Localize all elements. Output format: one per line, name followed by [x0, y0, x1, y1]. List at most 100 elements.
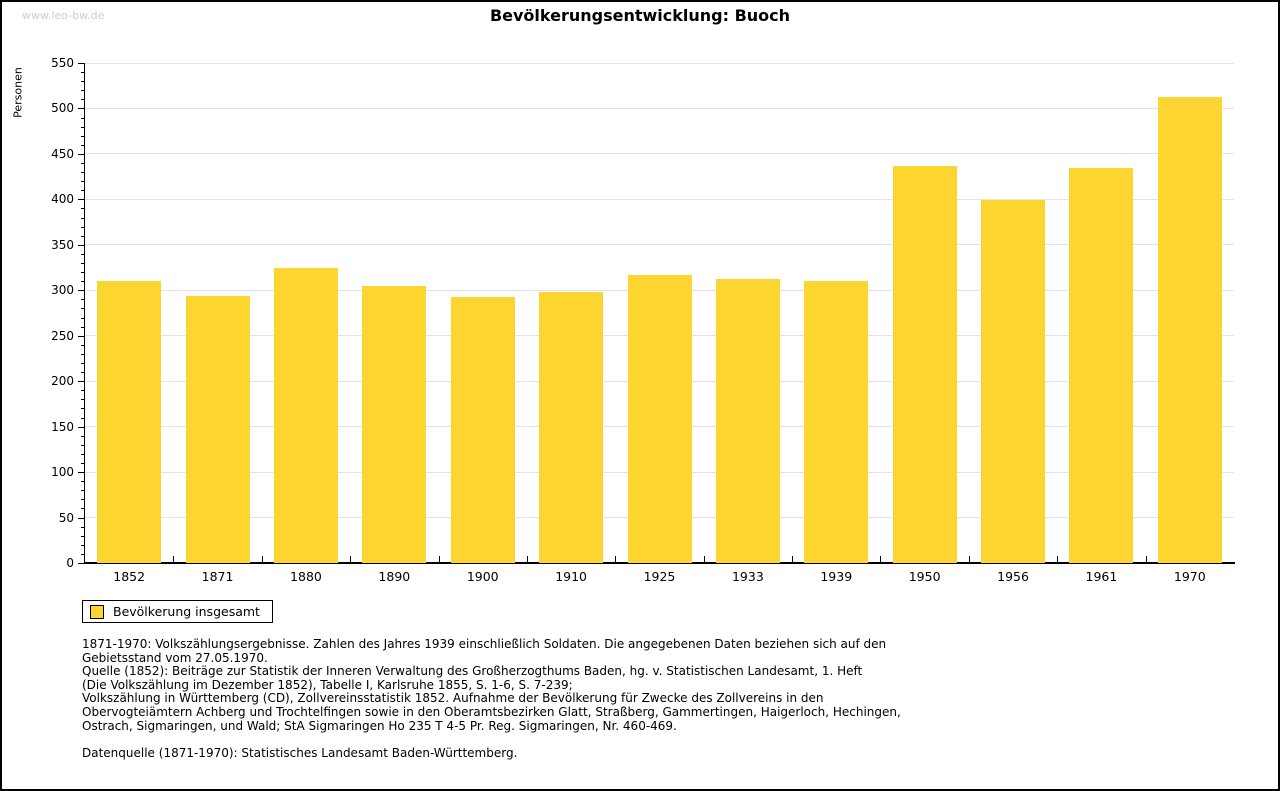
watermark: www.leo-bw.de — [22, 9, 105, 22]
y-axis-minor-tick — [81, 353, 85, 355]
y-axis-minor-tick — [81, 144, 85, 146]
y-axis-minor-tick — [81, 408, 85, 410]
x-tick-label: 1900 — [466, 569, 499, 584]
y-axis-minor-tick — [81, 317, 85, 319]
bar — [627, 274, 692, 563]
source-line: Ostrach, Sigmaringen, und Wald; StA Sigm… — [82, 718, 677, 733]
y-axis-minor-tick — [81, 253, 85, 255]
y-axis-title: Personen — [11, 67, 25, 118]
y-axis-minor-tick — [81, 535, 85, 537]
bar — [715, 279, 780, 563]
y-axis-minor-tick — [81, 553, 85, 555]
category-boundary-tick — [1057, 556, 1059, 562]
bar — [804, 281, 869, 563]
category-boundary-tick — [968, 556, 970, 562]
footnotes: 1871-1970: Volkszählungsergebnisse. Zahl… — [82, 637, 1232, 761]
y-axis-minor-tick — [81, 181, 85, 183]
y-axis-minor-tick — [81, 499, 85, 501]
source-line: Obervogteiämtern Achberg und Trochtelfin… — [82, 704, 901, 719]
x-tick-label: 1970 — [1173, 569, 1206, 584]
y-axis-major-tick — [78, 290, 85, 292]
y-axis-minor-tick — [81, 163, 85, 164]
category-boundary-tick — [261, 556, 263, 562]
y-axis-major-tick — [78, 426, 85, 428]
y-axis-major-tick — [78, 63, 85, 64]
y-axis-major-tick — [78, 381, 85, 383]
y-tick-label: 500 — [51, 101, 74, 116]
y-tick-label: 100 — [51, 465, 74, 480]
category-boundary-tick — [526, 556, 528, 562]
x-tick-label: 1871 — [201, 569, 234, 584]
y-axis-minor-tick — [81, 208, 85, 210]
y-axis-minor-tick — [81, 72, 85, 74]
gridline — [85, 198, 1234, 200]
plot-area — [85, 62, 1234, 563]
x-tick-label: 1961 — [1085, 569, 1118, 584]
y-axis-minor-tick — [81, 417, 85, 419]
gridline — [85, 244, 1234, 246]
y-tick-label: 550 — [51, 56, 74, 70]
y-axis-minor-tick — [81, 226, 85, 228]
y-axis-minor-tick — [81, 308, 85, 310]
y-tick-label: 300 — [51, 283, 74, 298]
gridline — [85, 62, 1234, 64]
y-axis-minor-tick — [81, 135, 85, 137]
bar — [1069, 168, 1134, 563]
y-axis-minor-tick — [81, 399, 85, 401]
bar — [97, 281, 162, 563]
y-tick-label: 400 — [51, 192, 74, 207]
x-tick-label: 1939 — [820, 569, 853, 584]
y-axis-minor-tick — [81, 481, 85, 483]
y-axis-minor-tick — [81, 453, 85, 455]
y-tick-label: 50 — [58, 510, 74, 525]
source-line: Quelle (1852): Beiträge zur Statistik de… — [82, 664, 863, 679]
y-axis-minor-tick — [81, 81, 85, 83]
y-axis-minor-tick — [81, 117, 85, 119]
y-axis-minor-tick — [81, 344, 85, 346]
x-tick-label: 1933 — [731, 569, 764, 584]
x-tick-label: 1950 — [908, 569, 941, 584]
category-boundary-tick — [350, 556, 352, 562]
category-boundary-tick — [703, 556, 705, 562]
legend-swatch-icon — [90, 604, 104, 619]
y-axis-minor-tick — [81, 372, 85, 374]
source-line: (Die Volkszählung im Dezember 1852), Tab… — [82, 677, 573, 692]
chart-title: Bevölkerungsentwicklung: Buoch — [489, 6, 791, 25]
y-axis-minor-tick — [81, 363, 85, 364]
category-boundary-tick — [173, 556, 175, 562]
category-boundary-tick — [438, 556, 440, 562]
y-tick-label: 350 — [51, 237, 74, 252]
y-axis-minor-tick — [81, 326, 85, 328]
y-axis-minor-tick — [81, 390, 85, 392]
bar — [1157, 96, 1222, 563]
y-axis-major-tick — [78, 153, 85, 155]
y-axis-major-tick — [78, 472, 85, 474]
y-tick-label: 450 — [51, 146, 74, 161]
y-axis-minor-tick — [81, 281, 85, 283]
x-tick-label: 1852 — [113, 569, 146, 584]
y-axis-major-tick — [78, 517, 85, 519]
y-axis-minor-tick — [81, 435, 85, 437]
y-axis-minor-tick — [81, 190, 85, 192]
x-tick-label: 1910 — [555, 569, 588, 584]
y-axis-minor-tick — [81, 217, 85, 219]
source-line: 1871-1970: Volkszählungsergebnisse. Zahl… — [82, 637, 887, 651]
y-tick-label: 200 — [51, 374, 74, 389]
source-line: Gebietsstand vom 27.05.1970. — [82, 650, 268, 665]
category-boundary-tick — [615, 556, 617, 562]
y-axis-minor-tick — [81, 172, 85, 174]
y-axis-minor-tick — [81, 99, 85, 101]
category-boundary-tick — [792, 556, 794, 562]
bar — [273, 267, 338, 563]
y-axis-major-tick — [78, 244, 85, 246]
y-axis-minor-tick — [81, 272, 85, 274]
y-axis-minor-tick — [81, 235, 85, 237]
y-tick-label: 150 — [51, 419, 74, 434]
category-boundary-tick — [880, 556, 882, 562]
y-axis-line — [84, 63, 85, 563]
y-axis-minor-tick — [81, 526, 85, 528]
bar — [362, 285, 427, 563]
y-axis-major-tick — [78, 199, 85, 201]
y-axis-minor-tick — [81, 126, 85, 128]
